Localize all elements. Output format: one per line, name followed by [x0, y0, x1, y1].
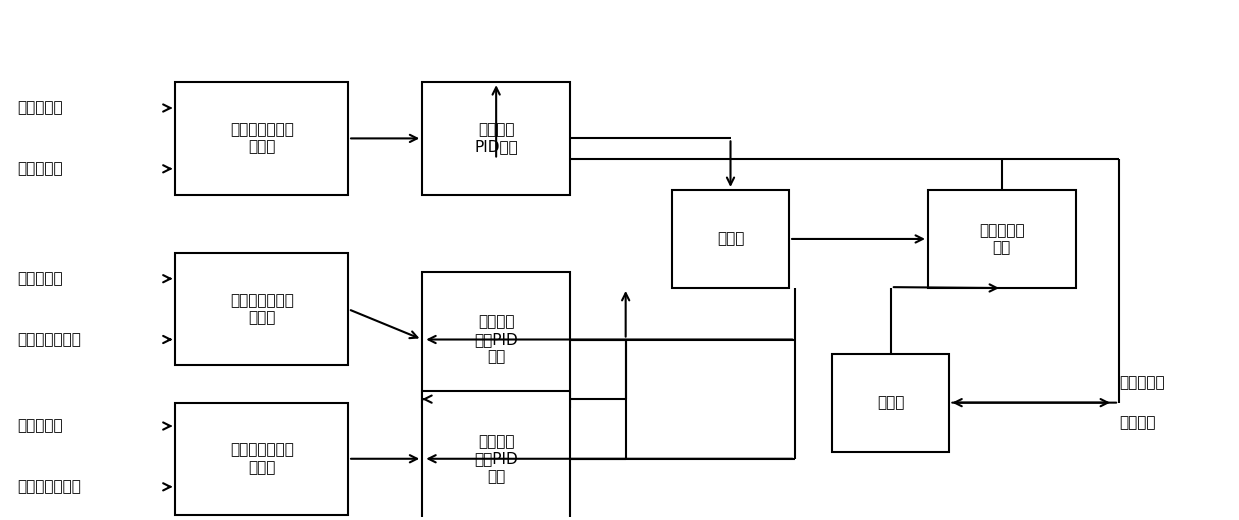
Text: 压力测量值: 压力测量值 — [17, 271, 63, 286]
Text: 第三数据归一化
转换器: 第三数据归一化 转换器 — [230, 443, 294, 475]
Text: 流量测量值: 流量测量值 — [17, 100, 63, 115]
Text: 高压保护
控制PID
单元: 高压保护 控制PID 单元 — [475, 315, 518, 365]
Text: 电动调节阀: 电动调节阀 — [1119, 375, 1165, 391]
Text: 低选器: 低选器 — [877, 395, 904, 410]
Text: 第一数据归一化
转换器: 第一数据归一化 转换器 — [230, 122, 294, 154]
Text: 高选器: 高选器 — [717, 231, 745, 246]
FancyBboxPatch shape — [176, 402, 348, 515]
Text: 抗积分饱和
模块: 抗积分饱和 模块 — [979, 223, 1025, 255]
Text: 控制信号: 控制信号 — [1119, 415, 1156, 430]
FancyBboxPatch shape — [176, 82, 348, 194]
FancyBboxPatch shape — [833, 354, 949, 452]
FancyBboxPatch shape — [176, 253, 348, 365]
FancyBboxPatch shape — [928, 190, 1075, 288]
Text: 流量控制
PID单元: 流量控制 PID单元 — [475, 122, 518, 154]
Text: 流量设定值: 流量设定值 — [17, 161, 63, 176]
FancyBboxPatch shape — [672, 190, 789, 288]
Text: 第二数据归一化
转换器: 第二数据归一化 转换器 — [230, 293, 294, 326]
Text: 低压保护
控制PID
单元: 低压保护 控制PID 单元 — [475, 434, 518, 484]
FancyBboxPatch shape — [422, 391, 570, 520]
Text: 压力测量值: 压力测量值 — [17, 419, 63, 434]
Text: 低压保护设定值: 低压保护设定值 — [17, 479, 82, 495]
FancyBboxPatch shape — [422, 82, 570, 194]
Text: 高压保护设定值: 高压保护设定值 — [17, 332, 82, 347]
FancyBboxPatch shape — [422, 271, 570, 407]
